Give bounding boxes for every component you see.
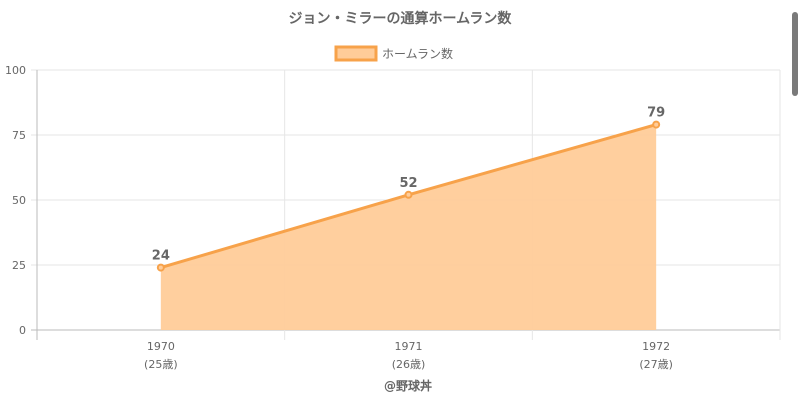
data-point[interactable] (404, 190, 413, 199)
x-tick-sublabel: (26歳) (392, 358, 426, 371)
x-tick-sublabel: (27歳) (639, 358, 673, 371)
x-axis: 1970 (25歳) 1971 (26歳) 1972 (27歳) (144, 340, 673, 371)
data-label: 52 (399, 176, 417, 191)
data-point[interactable] (652, 120, 661, 129)
legend[interactable]: ホームラン数 (334, 45, 453, 62)
plot-area (160, 123, 657, 330)
data-points: 24 52 79 (152, 106, 665, 272)
x-tick-label: 1972 (642, 340, 670, 353)
data-label: 24 (152, 249, 170, 264)
data-label: 79 (647, 106, 665, 121)
y-tick-label: 50 (12, 194, 26, 207)
series-area (160, 124, 657, 330)
x-tick-label: 1971 (395, 340, 423, 353)
y-tick-label: 0 (19, 324, 26, 337)
data-point[interactable] (156, 263, 165, 272)
x-tick-sublabel: (25歳) (144, 358, 178, 371)
scrollbar-thumb[interactable] (792, 12, 798, 96)
legend-swatch[interactable] (334, 45, 378, 62)
x-tick-label: 1970 (147, 340, 175, 353)
y-axis: 0 25 50 75 100 (5, 64, 26, 337)
chart-title: ジョン・ミラーの通算ホームラン数 (289, 10, 513, 27)
y-tick-label: 75 (12, 129, 26, 142)
y-tick-label: 25 (12, 259, 26, 272)
credit-label: @野球丼 (384, 378, 432, 393)
legend-label[interactable]: ホームラン数 (382, 46, 453, 61)
scrollbar[interactable] (788, 0, 800, 400)
y-tick-label: 100 (5, 64, 26, 77)
